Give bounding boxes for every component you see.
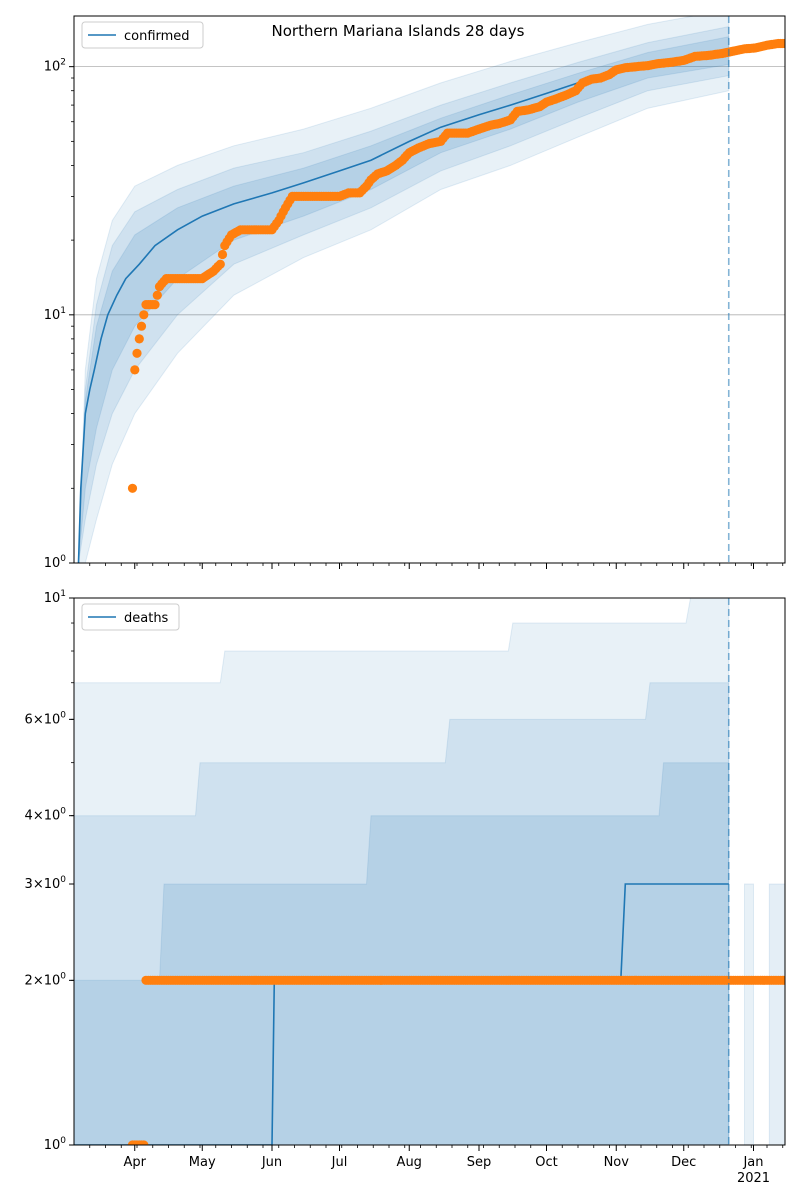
y-tick-label: 6×100 — [25, 710, 67, 727]
observed-point — [215, 259, 225, 269]
axes-frame — [73, 15, 786, 564]
x-tick-label-aug: Aug — [397, 1155, 422, 1170]
band-outer — [74, 598, 730, 1145]
observed-point — [134, 334, 144, 344]
figure-title: Northern Mariana Islands 28 days — [272, 22, 525, 40]
band-tail-a — [744, 883, 754, 1145]
observed-point — [150, 300, 160, 310]
x-tick-label-jul: Jul — [331, 1155, 348, 1170]
legend: confirmed — [81, 21, 204, 49]
band-tail-b — [768, 883, 785, 1145]
axes-frame — [73, 597, 786, 1146]
x-tick-label-nov: Nov — [604, 1155, 630, 1170]
observed-point — [136, 321, 147, 331]
observed-point — [152, 290, 162, 300]
y-tick-label: 100 — [44, 554, 67, 571]
x-tick-label-may: May — [189, 1155, 216, 1170]
plot-area — [74, 16, 785, 563]
band-inner — [74, 762, 730, 1145]
confirmed-panel: 100 101 102 confirmed — [44, 15, 786, 571]
legend-label: deaths — [124, 611, 169, 626]
y-tick-label: 101 — [44, 306, 66, 323]
observed-point — [139, 310, 149, 320]
x-tick-label-apr: Apr — [124, 1155, 147, 1170]
legend: deaths — [81, 603, 180, 631]
x-tick-label-jun: Jun — [261, 1155, 282, 1170]
x-year-label: 2021 — [737, 1171, 770, 1186]
observed-point — [130, 365, 140, 375]
y-tick-label: 3×100 — [25, 875, 67, 892]
legend-box — [81, 21, 204, 49]
band-middle — [74, 682, 730, 1145]
x-tick-label-dec: Dec — [671, 1155, 696, 1170]
observed-point — [217, 249, 228, 260]
observed-point — [127, 483, 138, 493]
x-tick-label-jan: Jan — [742, 1155, 763, 1170]
legend-label: confirmed — [124, 29, 190, 44]
plot-area — [74, 598, 785, 1145]
y-tick-label: 101 — [44, 589, 66, 606]
x-tick-label-oct: Oct — [535, 1155, 557, 1170]
observed-point — [132, 348, 142, 358]
y-tick-label: 102 — [44, 58, 66, 75]
y-tick-label: 100 — [44, 1136, 67, 1153]
legend-box — [81, 603, 180, 631]
x-tick-label-sep: Sep — [467, 1155, 492, 1170]
y-tick-label: 4×100 — [25, 807, 67, 824]
observed-point — [780, 975, 785, 985]
observed-point — [139, 1140, 149, 1145]
observed-point — [780, 38, 785, 49]
y-tick-label: 2×100 — [25, 971, 67, 988]
deaths-panel: 100 2×100 3×100 4×100 6×100 101 Apr May Jun Jul Au… — [25, 589, 786, 1186]
